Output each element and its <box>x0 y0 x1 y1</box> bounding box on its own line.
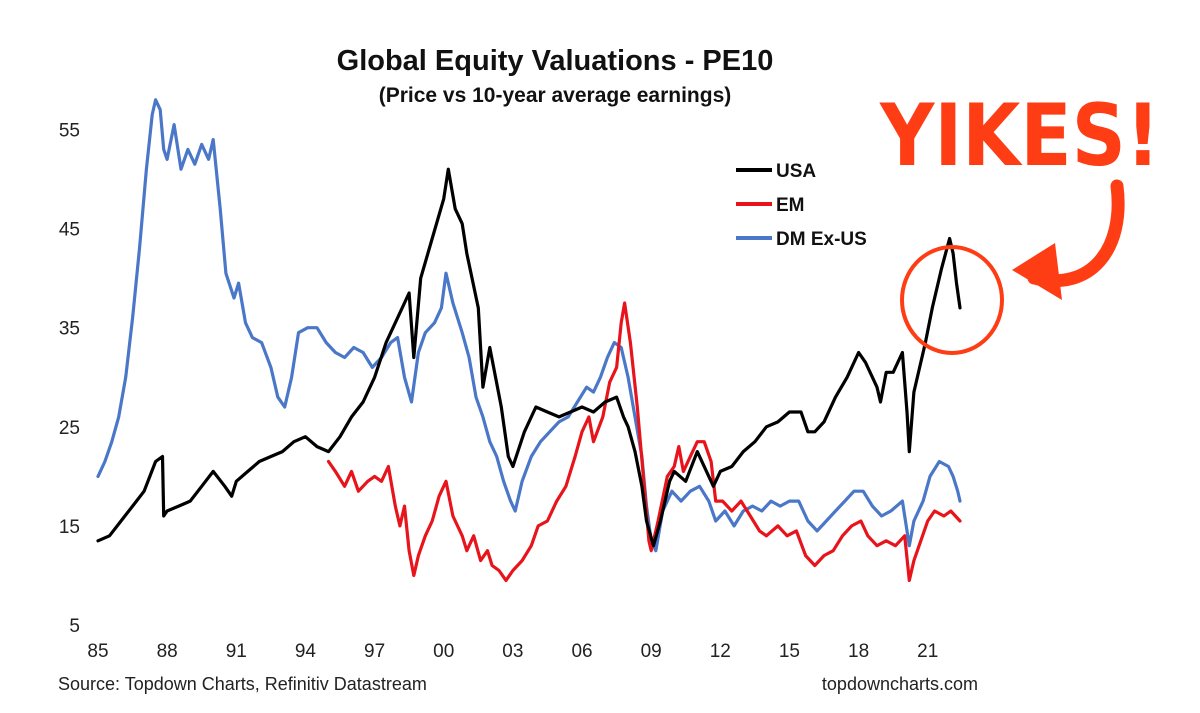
x-tick-label: 00 <box>433 641 454 662</box>
x-tick-label: 21 <box>917 641 938 662</box>
y-tick-label: 25 <box>59 418 80 439</box>
brand-watermark: topdowncharts.com <box>822 674 978 694</box>
x-tick-label: 09 <box>641 641 662 662</box>
x-tick-label: 94 <box>295 641 317 662</box>
source-note: Source: Topdown Charts, Refinitiv Datast… <box>58 674 427 694</box>
legend-label: USA <box>776 161 816 182</box>
x-tick-label: 91 <box>226 641 247 662</box>
legend: USA EM DM Ex-US <box>736 161 867 250</box>
y-tick-label: 45 <box>59 220 80 241</box>
x-axis: 85 88 91 94 97 00 03 06 09 12 15 18 21 <box>87 641 938 662</box>
y-tick-label: 5 <box>69 616 80 637</box>
chart-title: Global Equity Valuations - PE10 <box>337 45 774 77</box>
highlight-circle <box>900 245 1004 355</box>
y-axis: 5 15 25 35 45 55 <box>59 121 80 637</box>
x-tick-label: 03 <box>502 641 523 662</box>
x-tick-label: 18 <box>848 641 869 662</box>
x-tick-label: 15 <box>779 641 800 662</box>
chart-subtitle: (Price vs 10-year average earnings) <box>379 84 732 107</box>
plot-area <box>96 98 962 582</box>
series-line-dm-ex-us <box>96 98 962 553</box>
x-tick-label: 06 <box>571 641 592 662</box>
x-tick-label: 12 <box>710 641 731 662</box>
legend-label: EM <box>776 195 805 216</box>
series-line-em <box>326 301 962 582</box>
y-tick-label: 55 <box>59 121 80 142</box>
y-tick-label: 15 <box>59 517 80 538</box>
x-tick-label: 88 <box>157 641 178 662</box>
x-tick-label: 85 <box>87 641 108 662</box>
annotation-arrow-head <box>1012 243 1062 300</box>
x-tick-label: 97 <box>364 641 385 662</box>
y-tick-label: 35 <box>59 319 80 340</box>
legend-label: DM Ex-US <box>776 229 867 250</box>
yikes-annotation: YIKES! <box>879 86 1160 186</box>
series-line-usa <box>96 167 962 548</box>
